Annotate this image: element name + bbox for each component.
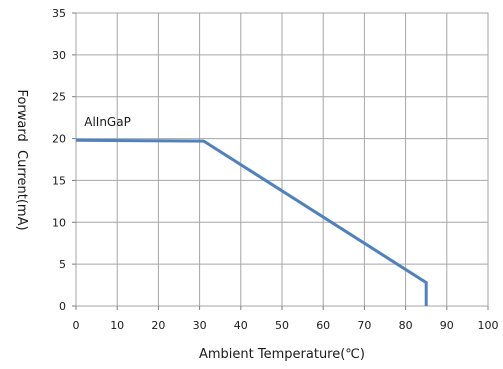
x-tick-label: 10 <box>110 319 124 332</box>
y-tick-labels: 0 5 10 15 20 25 30 35 <box>52 7 66 313</box>
x-tick-label: 30 <box>193 319 207 332</box>
series-layer <box>75 138 428 306</box>
x-tick-label: 40 <box>234 319 248 332</box>
x-tick-label: 0 <box>73 319 80 332</box>
x-tick-label: 60 <box>316 319 330 332</box>
series-line-alingap <box>75 138 428 306</box>
x-tick-labels: 0 10 20 30 40 50 60 70 80 90 100 <box>73 319 499 332</box>
y-tick-label: 25 <box>52 91 66 104</box>
x-tick-label: 90 <box>440 319 454 332</box>
y-tick-label: 5 <box>59 258 66 271</box>
x-tick-label: 50 <box>275 319 289 332</box>
x-tick-label: 80 <box>399 319 413 332</box>
y-tick-label: 35 <box>52 7 66 20</box>
y-tick-label: 20 <box>52 133 66 146</box>
x-tick-label: 100 <box>478 319 499 332</box>
y-axis-title: Forward Current(mA) <box>14 89 29 230</box>
x-axis-title: Ambient Temperature(℃) <box>199 347 365 362</box>
y-tick-label: 30 <box>52 49 66 62</box>
y-tick-label: 15 <box>52 174 66 187</box>
x-tick-label: 20 <box>151 319 165 332</box>
y-tick-label: 0 <box>59 300 66 313</box>
gridlines <box>72 12 489 310</box>
x-tick-label: 70 <box>357 319 371 332</box>
y-tick-label: 10 <box>52 216 66 229</box>
series-annotation: AlInGaP <box>84 115 131 129</box>
